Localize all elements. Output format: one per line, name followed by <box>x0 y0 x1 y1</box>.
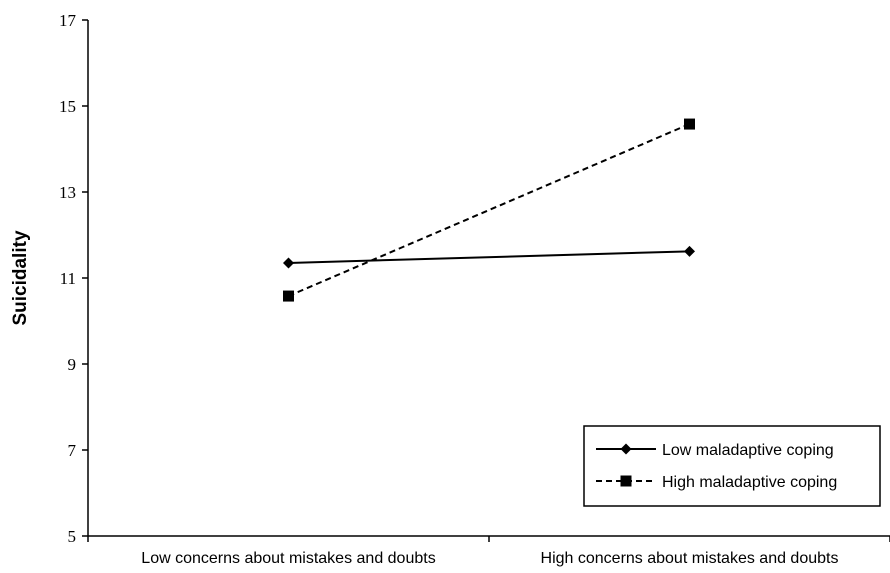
legend-marker-1 <box>620 443 632 455</box>
y-tick-label: 15 <box>59 97 76 116</box>
y-axis-title: Suicidality <box>10 230 31 325</box>
y-tick-label: 7 <box>68 441 77 460</box>
y-tick-label: 5 <box>68 527 77 546</box>
series <box>283 118 695 302</box>
series-line-2 <box>288 123 690 297</box>
y-tick-label: 9 <box>68 355 77 374</box>
series-1-point <box>684 245 695 257</box>
legend-label-2: High maladaptive coping <box>662 474 837 491</box>
series-2-point <box>283 290 294 302</box>
y-tick-label: 11 <box>60 269 76 288</box>
legend-label-1: Low maladaptive coping <box>662 442 834 459</box>
x-category-labels: Low concerns about mistakes and doubts Hi… <box>87 536 890 567</box>
series-1-point <box>283 257 294 269</box>
legend-marker-2 <box>620 475 632 487</box>
y-tick-label: 13 <box>59 183 76 202</box>
legend-box <box>583 425 881 507</box>
x-category-label: High concerns about mistakes and doubts <box>541 550 839 567</box>
y-ticks: 5 7 9 11 13 15 17 <box>59 11 88 546</box>
x-category-label: Low concerns about mistakes and doubts <box>141 550 435 567</box>
series-line-1 <box>288 250 690 264</box>
series-2-point <box>684 118 695 130</box>
y-tick-label: 17 <box>59 11 77 30</box>
legend: Low maladaptive coping High maladaptive c… <box>583 425 881 507</box>
